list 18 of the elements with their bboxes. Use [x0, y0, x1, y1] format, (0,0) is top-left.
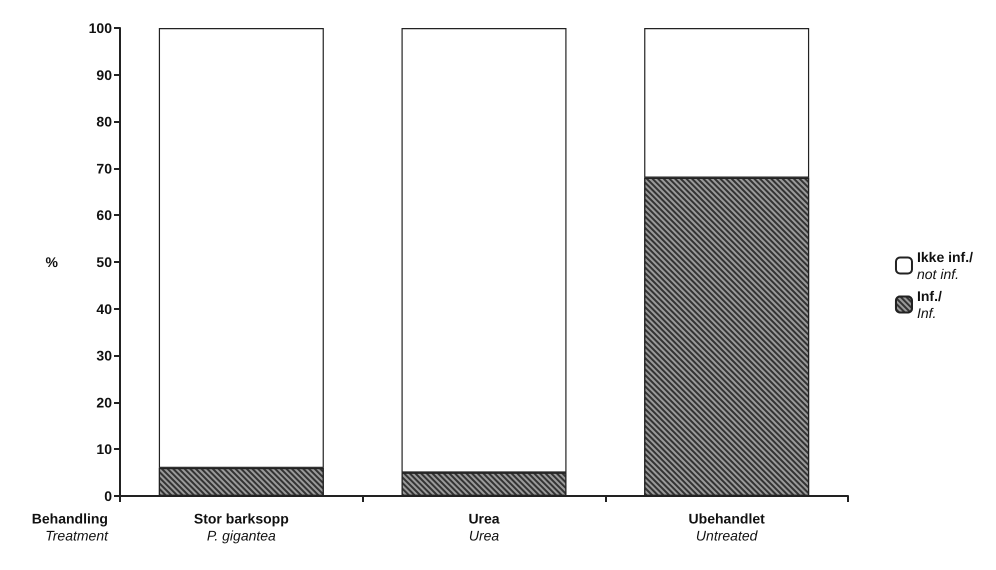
legend-label: Inf./ Inf. [916, 288, 942, 321]
y-tick-label: 100 [88, 20, 112, 36]
y-tick-label: 20 [96, 394, 112, 410]
y-tick-label: 70 [96, 160, 112, 176]
x-tick-label: Ubehandlet Untreated [688, 510, 766, 544]
y-tick-label: 0 [104, 488, 112, 504]
y-axis-title: % [46, 254, 59, 270]
x-tick-label: Stor barksopp P. gigantea [194, 510, 289, 544]
y-tick-label: 90 [96, 66, 112, 83]
x-axis-title: Behandling Treatment [32, 510, 110, 544]
y-tick-label: 10 [96, 441, 112, 458]
legend-label: Ikke inf./ not inf. [916, 249, 974, 282]
y-tick-label: 30 [96, 348, 112, 364]
y-tick-label: 40 [96, 300, 112, 317]
y-tick-label: 80 [96, 114, 112, 130]
y-tick-label: 60 [96, 207, 112, 224]
x-tick-label: Urea Urea [468, 510, 500, 544]
y-tick-label: 50 [96, 254, 112, 270]
